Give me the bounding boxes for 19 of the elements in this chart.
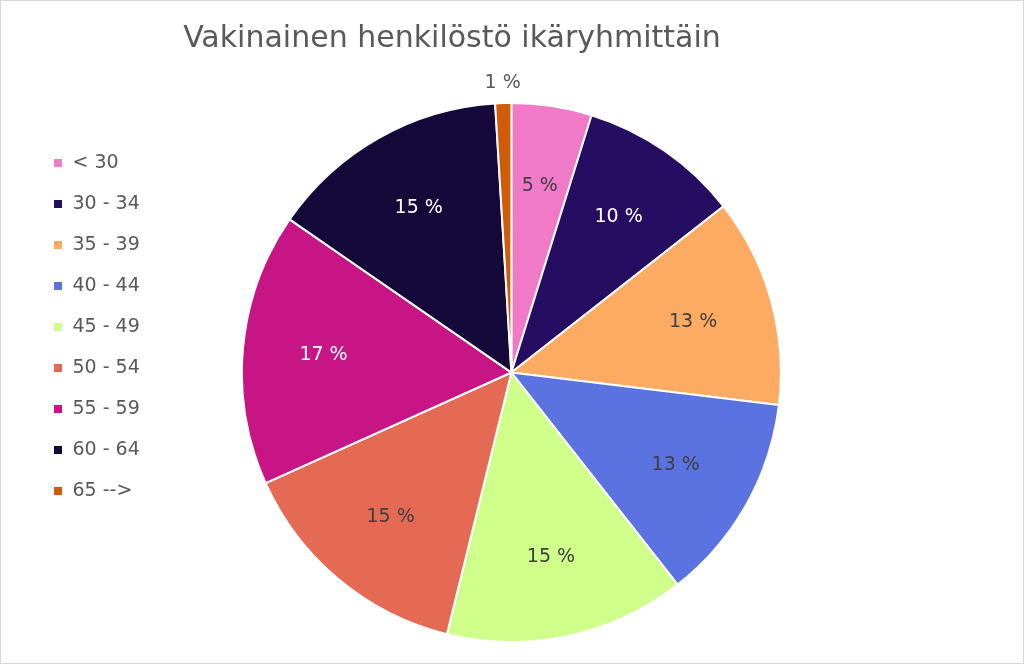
- legend-label: < 30: [72, 149, 119, 172]
- data-label: 5 %: [521, 172, 558, 195]
- data-label: 15 %: [526, 543, 576, 566]
- data-label: 13 %: [651, 452, 700, 475]
- chart-title: Vakinainen henkilöstö ikäryhmittäin: [183, 18, 721, 54]
- legend-label: 50 - 54: [72, 354, 140, 377]
- data-label: 15 %: [366, 504, 415, 527]
- data-label: 17 %: [299, 342, 348, 365]
- data-label: 10 %: [594, 204, 643, 227]
- legend-label: 60 - 64: [72, 436, 140, 459]
- data-label: 13 %: [668, 308, 718, 331]
- legend-label: 30 - 34: [72, 190, 140, 213]
- legend-label: 65 -->: [72, 477, 133, 500]
- data-label: 15 %: [394, 195, 443, 218]
- legend-label: 45 - 49: [72, 313, 140, 336]
- legend-label: 55 - 59: [72, 395, 140, 418]
- legend-label: 35 - 39: [72, 231, 140, 254]
- data-label: 1 %: [484, 70, 521, 93]
- legend-label: 40 - 44: [72, 272, 140, 295]
